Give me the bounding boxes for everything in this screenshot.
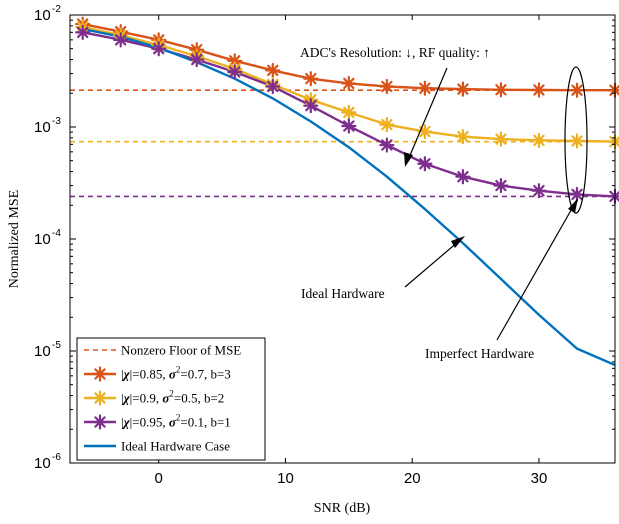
- annotation-imperfect-arrowhead: [568, 198, 578, 213]
- marker-r3-8: [379, 78, 395, 95]
- series-line-ideal: [82, 27, 615, 367]
- marker-r1-7: [341, 118, 357, 134]
- x-axis-label: SNR (dB): [314, 501, 371, 516]
- y-tick-exponent-1: -5: [52, 340, 61, 351]
- marker-r1-0: [75, 24, 91, 40]
- annotations: ADC's Resolution: ↓, RF quality: ↑ Ideal…: [300, 45, 588, 361]
- marker-r1-14: [607, 188, 619, 205]
- marker-r2-8: [379, 117, 395, 133]
- annotation-ellipse: [564, 66, 588, 214]
- y-axis-label: Normalized MSE: [7, 190, 22, 288]
- marker-r2-12: [531, 132, 547, 148]
- marker-r1-3: [189, 51, 205, 68]
- x-tick-label-2: 20: [404, 470, 421, 487]
- annotation-ideal-arrowhead: [451, 236, 465, 248]
- annotation-trend-arrow: [407, 67, 448, 161]
- marker-r3-12: [531, 82, 547, 98]
- y-axis-ticks: 10-610-510-410-310-2: [34, 4, 615, 472]
- x-tick-label-0: 0: [155, 470, 163, 487]
- legend-label-3: |χ|=0.95, σ2=0.1, b=1: [121, 413, 231, 430]
- marker-r1-5: [265, 78, 281, 95]
- legend-label-4: Ideal Hardware Case: [121, 439, 230, 454]
- legend-swatch-marker-3: [92, 414, 108, 430]
- annotation-imperfect-arrow: [496, 204, 575, 341]
- y-tick-label-4: 10: [34, 7, 51, 24]
- marker-r1-11: [493, 177, 509, 194]
- marker-r3-6: [303, 71, 319, 87]
- marker-r3-13: [569, 82, 585, 98]
- marker-r3-5: [265, 62, 281, 79]
- y-tick-exponent-0: -6: [52, 452, 61, 463]
- marker-r1-8: [379, 137, 395, 153]
- marker-r1-2: [151, 41, 167, 57]
- marker-r3-10: [455, 81, 471, 97]
- annotation-trend-label: ADC's Resolution: ↓, RF quality: ↑: [300, 45, 490, 60]
- marker-r2-13: [569, 133, 585, 149]
- y-tick-exponent-2: -4: [52, 228, 61, 239]
- marker-r1-9: [417, 156, 433, 172]
- marker-r3-14: [607, 82, 619, 98]
- marker-r3-11: [493, 82, 509, 98]
- y-tick-label-3: 10: [34, 119, 51, 136]
- legend: Nonzero Floor of MSE |χ|=0.85, σ2=0.7, b=…: [76, 337, 266, 461]
- marker-r3-4: [227, 53, 243, 69]
- marker-r2-11: [493, 131, 509, 147]
- y-tick-exponent-4: -2: [52, 4, 61, 15]
- legend-label-1: |χ|=0.85, σ2=0.7, b=3: [121, 365, 231, 382]
- marker-r2-7: [341, 104, 357, 121]
- x-tick-label-1: 10: [277, 470, 294, 487]
- annotation-ideal-arrow: [404, 240, 460, 288]
- marker-r1-13: [569, 186, 585, 203]
- y-tick-label-1: 10: [34, 343, 51, 360]
- marker-r1-1: [113, 32, 129, 48]
- marker-r3-7: [341, 75, 357, 92]
- y-tick-label-0: 10: [34, 455, 51, 472]
- marker-r2-14: [607, 134, 619, 150]
- legend-label-2: |χ|=0.9, σ2=0.5, b=2: [121, 389, 224, 406]
- marker-r1-12: [531, 183, 547, 199]
- marker-r3-9: [417, 80, 433, 96]
- x-tick-label-3: 30: [531, 470, 548, 487]
- annotation-trend-arrowhead: [404, 152, 413, 167]
- y-tick-label-2: 10: [34, 231, 51, 248]
- marker-r1-6: [303, 98, 319, 114]
- marker-r1-10: [455, 169, 471, 185]
- marker-r2-10: [455, 129, 471, 145]
- annotation-ideal-label: Ideal Hardware: [301, 286, 385, 301]
- legend-swatch-marker-2: [92, 390, 108, 406]
- annotation-imperfect-label: Imperfect Hardware: [425, 346, 534, 361]
- legend-swatch-marker-1: [92, 366, 108, 382]
- marker-r1-4: [227, 64, 243, 80]
- y-tick-exponent-3: -3: [52, 116, 61, 127]
- legend-label-0: Nonzero Floor of MSE: [121, 343, 241, 358]
- x-axis-ticks: 0 10 20 30: [155, 15, 548, 487]
